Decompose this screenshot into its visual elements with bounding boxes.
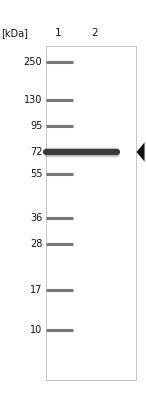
Text: 130: 130 xyxy=(24,95,42,105)
Text: 2: 2 xyxy=(92,28,98,38)
Text: 10: 10 xyxy=(30,325,42,335)
Polygon shape xyxy=(137,142,145,162)
Text: [kDa]: [kDa] xyxy=(1,28,28,38)
Text: 28: 28 xyxy=(30,239,42,249)
Text: 36: 36 xyxy=(30,213,42,223)
Text: 95: 95 xyxy=(30,121,42,131)
Bar xyxy=(46,46,136,380)
Text: 1: 1 xyxy=(55,28,62,38)
Text: 17: 17 xyxy=(30,285,42,295)
Text: 55: 55 xyxy=(30,169,42,179)
Text: 250: 250 xyxy=(24,57,42,67)
Text: 72: 72 xyxy=(30,147,42,157)
